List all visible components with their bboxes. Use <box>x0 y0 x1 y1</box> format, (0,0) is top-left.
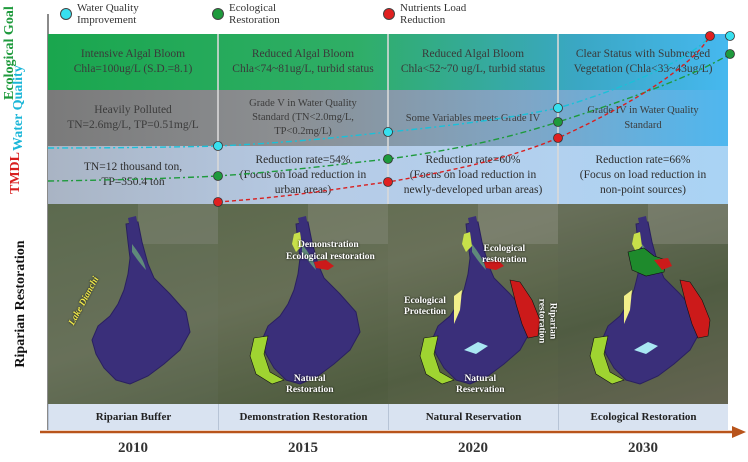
water-quality-legend-label: Water Quality Improvement <box>77 2 139 26</box>
ecological-point-2015 <box>213 171 223 181</box>
nutrients-point-2015 <box>213 197 223 207</box>
ecological-restoration-legend-label: Ecological Restoration <box>229 2 280 26</box>
nutrients-trend-curve <box>217 35 711 203</box>
riparian-maps <box>48 204 728 404</box>
nutrients-point-2020 <box>383 177 393 187</box>
natural-reservation-label: Natural Reservation <box>456 374 505 395</box>
year-2020: 2020 <box>458 440 488 456</box>
nutrients-point-2030 <box>705 31 715 41</box>
demonstration-area-2015 <box>249 232 334 385</box>
ecological-restoration-2020-label: Ecological restoration <box>482 244 527 265</box>
ecological-point-2025 <box>553 117 563 127</box>
natural-restoration-2015-label: Natural Restoration <box>286 374 334 395</box>
water-quality-legend-dot <box>60 8 72 20</box>
water-2020: Some Variables meets Grade IV <box>405 112 541 124</box>
water-2010: Heavily Polluted TN=2.6mg/L, TP=0.51mg/L <box>67 104 199 131</box>
water-quality-point-2025 <box>553 103 563 113</box>
year-2015: 2015 <box>288 440 318 456</box>
ecological-point-2020 <box>383 154 393 164</box>
ecological-restoration-2015-label: Ecological restoration <box>286 252 375 262</box>
caption-ecological-restoration: Ecological Restoration <box>558 404 728 430</box>
caption-natural-reservation: Natural Reservation <box>388 404 558 430</box>
nutrients-load-legend-label: Nutrients Load Reduction <box>400 2 467 26</box>
water-quality-point-2030 <box>725 31 735 41</box>
water-2030: Grade IV in Water Quality Standard <box>587 105 699 131</box>
caption-demonstration-restoration: Demonstration Restoration <box>218 404 388 430</box>
goal-2020: Reduced Algal Bloom Chla<52~70 ug/L, turb… <box>400 48 546 75</box>
water-quality-point-2020 <box>383 127 393 137</box>
nutrients-load-legend-dot <box>383 8 395 20</box>
water-2015: Grade V in Water Quality Standard (TN<2.0… <box>249 98 357 137</box>
caption-riparian-buffer: Riparian Buffer <box>48 404 218 430</box>
timeline-arrow <box>40 426 746 438</box>
ecological-restoration-2030 <box>589 232 711 385</box>
water-quality-trend-curve <box>47 35 711 149</box>
demonstration-label: Demonstration <box>298 240 359 250</box>
ecological-restoration-legend-dot <box>212 8 224 20</box>
ecological-protection-label: Ecological Protection <box>404 296 447 317</box>
ecological-point-2030 <box>725 49 735 59</box>
goal-2015: Reduced Algal Bloom Chla<74~81ug/L, turbi… <box>232 48 374 75</box>
natural-reservation-2020 <box>419 232 541 385</box>
goal-2030: Clear Status with Submerged Vegetation (C… <box>573 48 713 75</box>
water-quality-point-2015 <box>213 141 223 151</box>
year-2030: 2030 <box>628 440 658 456</box>
year-2010: 2010 <box>118 440 148 456</box>
goal-2010: Intensive Algal Bloom Chla=100ug/L (S.D.=… <box>73 48 193 75</box>
tmdl-2015: Reduction rate=54% (Focus on load reducti… <box>239 153 367 196</box>
tmdl-2030: Reduction rate=66% (Focus on load reducti… <box>579 153 707 196</box>
nutrients-point-2025 <box>553 133 563 143</box>
